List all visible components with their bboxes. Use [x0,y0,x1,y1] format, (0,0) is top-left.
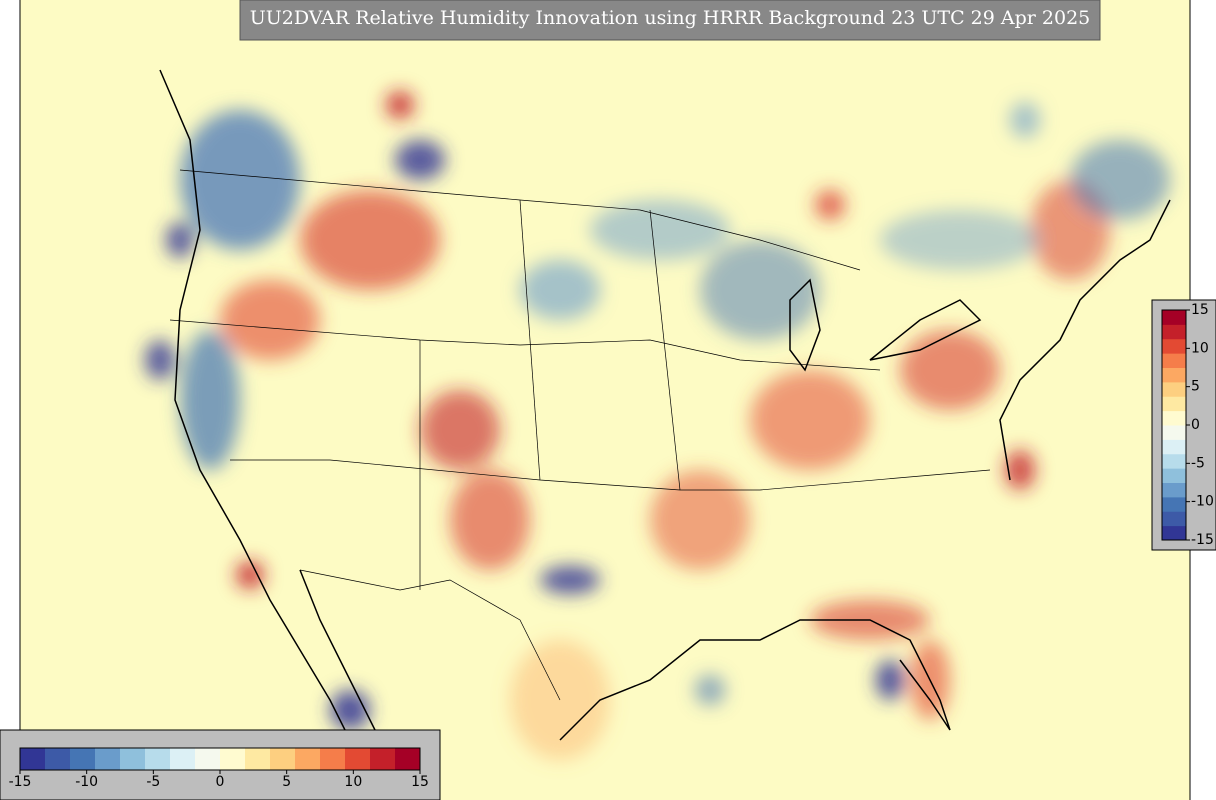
borders [169,169,991,701]
tick-label: 15 [1191,302,1209,318]
color-swatch [295,748,321,770]
tick-label: 0 [1191,417,1200,433]
color-swatch [320,748,346,770]
tick-label: 10 [344,774,362,790]
color-swatch [220,748,246,770]
color-swatch [20,748,46,770]
color-swatch [170,748,196,770]
tick-label: 15 [411,774,429,790]
color-swatch [1162,525,1186,541]
color-swatch [1162,511,1186,527]
tick-label: -5 [1191,455,1205,471]
color-swatch [1162,439,1186,455]
color-swatch [1162,353,1186,368]
color-swatch [70,748,96,770]
color-swatch [345,748,371,770]
vertical-colorbar: -15 -10 -5 0 5 10 15 [1161,302,1214,548]
color-swatch [145,748,171,770]
coastlines [159,69,1171,800]
color-swatch [120,748,146,770]
tick-label: 5 [282,774,291,790]
tick-label: 10 [1191,340,1209,356]
color-swatch [1162,425,1186,440]
color-swatch [1162,482,1186,498]
color-swatch [395,748,421,770]
color-swatch [1162,367,1186,383]
color-swatch [1162,310,1186,325]
color-swatch [1162,324,1186,340]
title-box [239,0,1101,41]
color-swatch [1162,496,1186,512]
tick-label: 0 [216,774,225,790]
color-swatch [1162,468,1186,483]
tick-label: -10 [1191,494,1214,510]
color-swatch [370,748,396,770]
color-swatch [1162,338,1186,354]
color-swatch [1162,396,1186,412]
tick-label: -10 [75,774,98,790]
color-swatch [1162,381,1186,397]
color-swatch [1162,410,1186,426]
color-swatch [1162,453,1186,469]
map-title: UU2DVAR Relative Humidity Innovation usi… [250,7,1091,29]
color-swatch [95,748,121,770]
tick-label: -15 [1191,532,1214,548]
horizontal-colorbar: -15 -10 -5 0 5 10 15 [9,747,429,790]
color-swatch [270,748,296,770]
map [20,0,1190,800]
tick-label: 5 [1191,379,1200,395]
tick-label: -5 [146,774,160,790]
color-swatch [245,748,271,770]
color-swatch [195,748,221,770]
tick-label: -15 [9,774,32,790]
color-swatch [45,748,71,770]
